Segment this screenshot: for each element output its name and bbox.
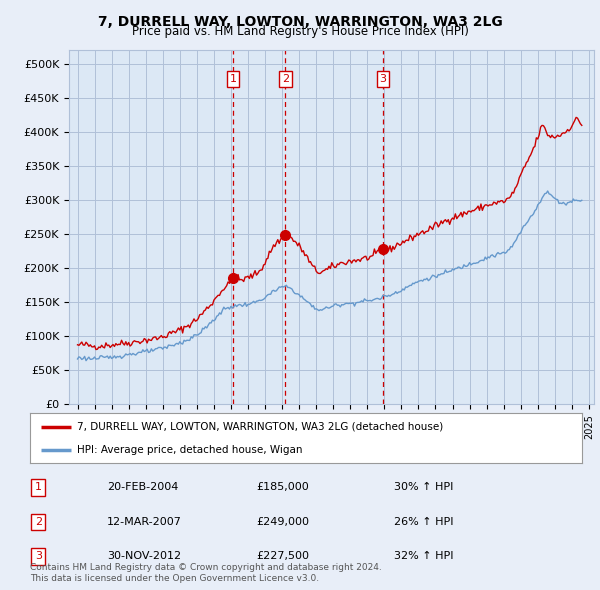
Text: 26% ↑ HPI: 26% ↑ HPI (394, 517, 454, 527)
Text: 30% ↑ HPI: 30% ↑ HPI (394, 483, 454, 493)
Text: 12-MAR-2007: 12-MAR-2007 (107, 517, 182, 527)
Text: 1: 1 (35, 483, 42, 493)
Text: Contains HM Land Registry data © Crown copyright and database right 2024.
This d: Contains HM Land Registry data © Crown c… (30, 563, 382, 583)
Text: 20-FEB-2004: 20-FEB-2004 (107, 483, 179, 493)
Text: £227,500: £227,500 (256, 552, 310, 562)
Text: £185,000: £185,000 (256, 483, 309, 493)
Text: 2: 2 (35, 517, 42, 527)
Text: 1: 1 (230, 74, 236, 84)
Text: £249,000: £249,000 (256, 517, 310, 527)
Text: Price paid vs. HM Land Registry's House Price Index (HPI): Price paid vs. HM Land Registry's House … (131, 25, 469, 38)
Text: 3: 3 (379, 74, 386, 84)
Text: 3: 3 (35, 552, 42, 562)
Text: 7, DURRELL WAY, LOWTON, WARRINGTON, WA3 2LG (detached house): 7, DURRELL WAY, LOWTON, WARRINGTON, WA3 … (77, 421, 443, 431)
Text: 32% ↑ HPI: 32% ↑ HPI (394, 552, 454, 562)
Text: 2: 2 (282, 74, 289, 84)
Text: 30-NOV-2012: 30-NOV-2012 (107, 552, 181, 562)
Text: HPI: Average price, detached house, Wigan: HPI: Average price, detached house, Wiga… (77, 445, 302, 455)
Text: 7, DURRELL WAY, LOWTON, WARRINGTON, WA3 2LG: 7, DURRELL WAY, LOWTON, WARRINGTON, WA3 … (98, 15, 502, 29)
